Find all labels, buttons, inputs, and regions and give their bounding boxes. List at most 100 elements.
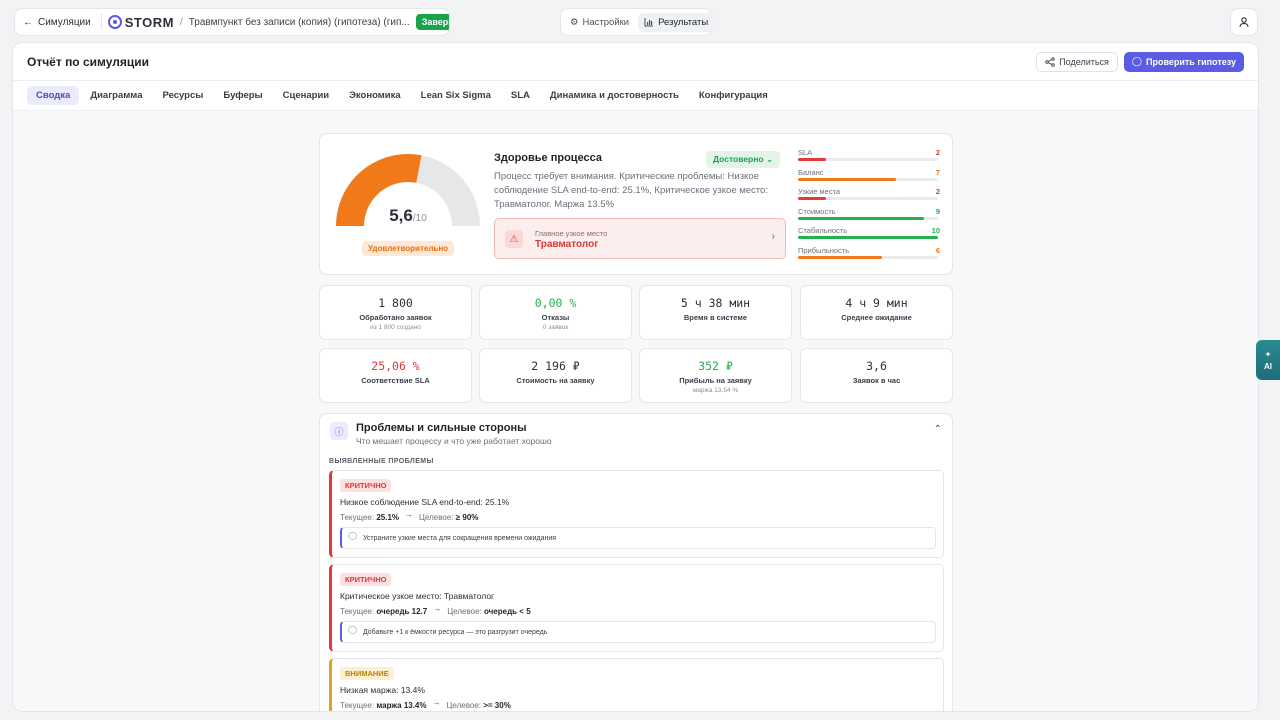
health-metrics: SLA 2 Баланс 7 Узкие места 2 Стоимость 9 — [798, 148, 940, 265]
settings-label: Настройки — [582, 16, 630, 28]
kpi-value: 4 ч 9 мин — [845, 296, 908, 310]
kpi-value: 0,00 % — [534, 296, 577, 310]
metric-fill — [798, 255, 882, 259]
tab-summary[interactable]: Сводка — [27, 86, 80, 105]
report-tabs: Сводка Диаграмма Ресурсы Буферы Сценарии… — [13, 81, 1258, 111]
kpi-label: Время в системе — [683, 313, 748, 322]
health-title: Здоровье процесса — [494, 152, 603, 164]
breadcrumb-separator: / — [179, 16, 183, 28]
issue-card: ВНИМАНИЕ Низкая маржа: 13.4% Текущее: ма… — [329, 658, 944, 711]
user-menu-button[interactable] — [1230, 8, 1258, 36]
problems-section-label: ВЫЯВЛЕННЫЕ ПРОБЛЕМЫ — [329, 458, 434, 465]
kpi-value: 2 196 ₽ — [531, 359, 580, 373]
check-hypothesis-button[interactable]: ◯ Проверить гипотезу — [1123, 51, 1244, 72]
current-value: 25.1% — [376, 513, 400, 522]
lightbulb-icon: ◯ — [348, 530, 357, 540]
tab-results[interactable]: Результаты — [638, 12, 715, 32]
metric-score: 10 — [931, 226, 940, 235]
share-icon — [1045, 56, 1056, 67]
view-switch: ⚙ Настройки Результаты — [560, 8, 715, 36]
metric-bottlenecks: Узкие места 2 — [798, 187, 940, 207]
lightbulb-icon: ◯ — [348, 624, 357, 634]
metric-score: 7 — [935, 167, 940, 177]
target-value: ≥ 90% — [455, 513, 479, 522]
kpi-label: Прибыль на заявку — [679, 376, 752, 385]
kpi-sla-compliance: 25,06 % Соответствие SLA — [319, 348, 472, 403]
tab-scenarios[interactable]: Сценарии — [282, 90, 330, 101]
logo-text: STORM — [124, 14, 174, 30]
process-health-card: 5,6/10 Удовлетворительно Здоровье процес… — [319, 133, 953, 275]
metric-fill — [798, 158, 826, 161]
gear-icon: ⚙ — [570, 16, 579, 28]
logo[interactable]: STORM — [107, 14, 174, 30]
metric-profitability: Прибыльность 6 — [798, 246, 940, 266]
health-score-value: 5,6 — [389, 206, 413, 225]
kpi-label: Отказы — [541, 313, 570, 322]
recommendation: ◯ Добавьте +1 к ёмкости ресурса — это ра… — [340, 621, 936, 643]
breadcrumb: ← Симуляции STORM / Травмпункт без запис… — [14, 8, 450, 36]
issue-comparison: Текущее: маржа 13.4% → Целевое: >= 30% — [340, 698, 511, 710]
kpi-cost-per-request: 2 196 ₽ Стоимость на заявку — [479, 348, 632, 403]
tab-sla[interactable]: SLA — [510, 90, 530, 101]
tab-economics[interactable]: Экономика — [349, 90, 401, 101]
health-score-max: /10 — [412, 213, 427, 224]
bottleneck-label: Главное узкое место — [535, 229, 608, 238]
metric-balance: Баланс 7 — [798, 168, 940, 188]
current-value: маржа 13.4% — [376, 701, 427, 710]
report-panel: Отчёт по симуляции Поделиться ◯ Проверит… — [12, 42, 1259, 712]
metric-name: Прибыльность — [798, 245, 850, 255]
severity-badge: ВНИМАНИЕ — [340, 667, 394, 680]
target-label: Целевое: — [446, 701, 482, 710]
kpi-value: 1 800 — [378, 296, 413, 310]
tab-resources[interactable]: Ресурсы — [162, 90, 204, 101]
problems-subtitle: Что мешает процессу и что уже работает х… — [356, 436, 552, 446]
bottleneck-value: Травматолог — [535, 239, 599, 250]
arrow-left-icon: ← — [23, 16, 33, 28]
arrow-right-icon: → — [405, 510, 414, 519]
metric-track — [798, 236, 938, 239]
tab-settings[interactable]: ⚙ Настройки — [564, 13, 635, 32]
back-to-simulations-button[interactable]: ← Симуляции — [23, 14, 102, 30]
current-value: очередь 12.7 — [376, 607, 428, 616]
current-label: Текущее: — [340, 701, 375, 710]
metric-score: 2 — [935, 187, 940, 196]
metric-score: 9 — [935, 206, 940, 216]
summary-content[interactable]: 5,6/10 Удовлетворительно Здоровье процес… — [13, 111, 1258, 711]
issue-text: Низкое соблюдение SLA end-to-end: 25.1% — [340, 497, 510, 507]
issue-text: Критическое узкое место: Травматолог — [340, 591, 495, 601]
tab-dynamics[interactable]: Динамика и достоверность — [549, 90, 679, 101]
issue-card: КРИТИЧНО Низкое соблюдение SLA end-to-en… — [329, 470, 944, 558]
tab-configuration[interactable]: Конфигурация — [698, 90, 768, 101]
recommendation: ◯ Устраните узкие места для сокращения в… — [340, 527, 936, 549]
current-label: Текущее: — [340, 513, 375, 522]
metric-name: Узкие места — [798, 187, 841, 196]
issue-comparison: Текущее: очередь 12.7 → Целевое: очередь <… — [340, 604, 531, 616]
top-bar: ← Симуляции STORM / Травмпункт без запис… — [0, 0, 1280, 42]
kpi-sub: маржа 13,54 % — [692, 387, 739, 394]
metric-fill — [798, 197, 826, 200]
kpi-time-in-system: 5 ч 38 мин Время в системе — [639, 285, 792, 340]
reliability-dropdown[interactable]: Достоверно ⌄ — [706, 151, 781, 168]
kpi-value: 352 ₽ — [698, 359, 733, 373]
kpi-rejections: 0,00 % Отказы 0 заявок — [479, 285, 632, 340]
kpi-sub: из 1 800 создано — [370, 324, 421, 331]
health-gauge — [336, 154, 480, 227]
ai-assistant-tab[interactable]: ✦ AI — [1256, 340, 1280, 380]
kpi-avg-wait: 4 ч 9 мин Среднее ожидание — [800, 285, 953, 340]
tab-diagram[interactable]: Диаграмма — [90, 90, 143, 101]
header-actions: Поделиться ◯ Проверить гипотезу — [1036, 51, 1244, 72]
severity-badge: КРИТИЧНО — [340, 573, 392, 586]
metric-stability: Стабильность 10 — [798, 226, 940, 246]
metric-track — [798, 197, 938, 200]
tab-lean-six-sigma[interactable]: Lean Six Sigma — [420, 90, 491, 101]
metric-name: Стоимость — [798, 206, 836, 216]
page-title: Отчёт по симуляции — [27, 54, 150, 69]
collapse-chevron-icon[interactable]: ⌃ — [933, 424, 942, 435]
metric-track — [798, 177, 938, 181]
user-icon — [1239, 17, 1249, 28]
kpi-processed: 1 800 Обработано заявок из 1 800 создано — [319, 285, 472, 340]
share-button[interactable]: Поделиться — [1036, 51, 1118, 72]
tab-buffers[interactable]: Буферы — [223, 90, 263, 101]
main-bottleneck-card[interactable]: ⚠ Главное узкое место Травматолог › — [494, 218, 786, 259]
check-hypothesis-label: Проверить гипотезу — [1145, 56, 1236, 67]
